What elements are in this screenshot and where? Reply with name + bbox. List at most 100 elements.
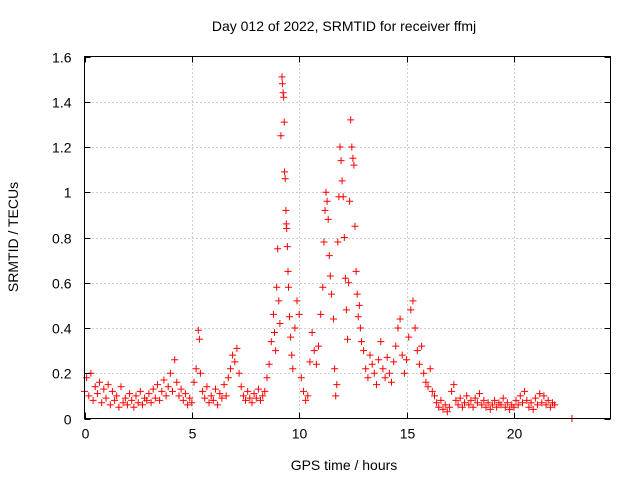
data-point [203, 383, 211, 391]
data-point [512, 396, 520, 404]
grid-lines [84, 56, 611, 419]
data-point [239, 392, 247, 400]
data-point [461, 399, 468, 407]
data-point [136, 387, 144, 395]
data-point [231, 358, 239, 366]
data-point [431, 392, 438, 400]
data-point [154, 381, 161, 389]
data-point [300, 387, 307, 395]
data-point [336, 143, 344, 151]
data-point [310, 347, 318, 355]
data-point [375, 356, 383, 364]
data-point [364, 374, 372, 382]
data-point [207, 392, 215, 400]
data-point [536, 390, 544, 398]
data-point [278, 73, 286, 81]
data-point [233, 344, 241, 352]
y-tick-label: 0.6 [52, 276, 72, 292]
data-point [499, 394, 507, 402]
y-tick-label: 0 [64, 412, 72, 428]
x-tick-label: 20 [507, 426, 523, 442]
data-point [100, 385, 108, 393]
data-point [355, 301, 363, 309]
data-point [280, 93, 288, 101]
data-point [334, 238, 342, 246]
data-point [229, 351, 237, 359]
data-point [171, 356, 179, 364]
data-point [160, 376, 168, 384]
data-point [283, 225, 291, 232]
data-point [169, 387, 176, 395]
data-point [394, 324, 402, 332]
data-point [179, 396, 187, 404]
data-point [424, 383, 432, 391]
chart-title: Day 012 of 2022, SRMTID for receiver ffm… [212, 18, 476, 34]
data-point [486, 405, 494, 413]
data-point [257, 396, 264, 404]
data-point [222, 392, 230, 400]
data-point [308, 329, 316, 336]
data-point [348, 143, 356, 151]
data-point [285, 283, 292, 291]
data-point [237, 383, 245, 391]
data-point [181, 390, 189, 398]
data-point [351, 222, 359, 230]
y-tick-label: 0.4 [52, 321, 72, 337]
data-point [188, 399, 196, 407]
data-point [246, 394, 254, 402]
data-point [362, 365, 370, 373]
data-point [295, 310, 303, 318]
data-point [368, 360, 376, 368]
data-point [338, 177, 346, 185]
data-point [293, 297, 301, 305]
data-point [132, 392, 140, 400]
data-point [551, 401, 559, 409]
data-point [385, 369, 393, 377]
data-point [488, 401, 496, 409]
data-point [321, 206, 329, 214]
data-point [327, 290, 335, 298]
x-tick-label: 15 [400, 426, 416, 442]
data-point [218, 394, 226, 402]
data-point [259, 392, 267, 400]
data-point [437, 396, 445, 404]
data-point [297, 374, 305, 382]
y-tick-label: 0.2 [52, 366, 72, 382]
data-point [134, 399, 142, 407]
data-point [186, 394, 194, 402]
data-point [184, 401, 192, 409]
data-point [452, 396, 460, 404]
data-point [333, 381, 341, 389]
axis-ticks [84, 56, 611, 420]
plot-frame [84, 56, 611, 419]
data-point [467, 396, 475, 404]
data-point [392, 342, 400, 350]
data-point [358, 338, 365, 346]
data-point [156, 396, 164, 404]
data-point [480, 396, 488, 404]
data-point [242, 396, 249, 404]
data-point [326, 272, 334, 280]
data-point [356, 324, 364, 332]
data-point [370, 369, 378, 377]
data-point [194, 326, 202, 334]
data-point [349, 154, 357, 162]
data-point [409, 297, 417, 305]
data-point [304, 392, 312, 400]
data-point [465, 401, 473, 409]
data-point [450, 381, 458, 389]
data-point [278, 80, 286, 88]
data-point [400, 369, 408, 377]
data-point [415, 360, 423, 368]
data-point [544, 396, 552, 404]
data-point [96, 378, 103, 386]
y-tick-label: 1.2 [52, 140, 72, 156]
data-point [325, 252, 333, 260]
data-point [538, 399, 546, 407]
data-point [353, 290, 361, 298]
data-point [546, 403, 554, 411]
data-point [519, 399, 526, 407]
data-point [252, 394, 260, 402]
